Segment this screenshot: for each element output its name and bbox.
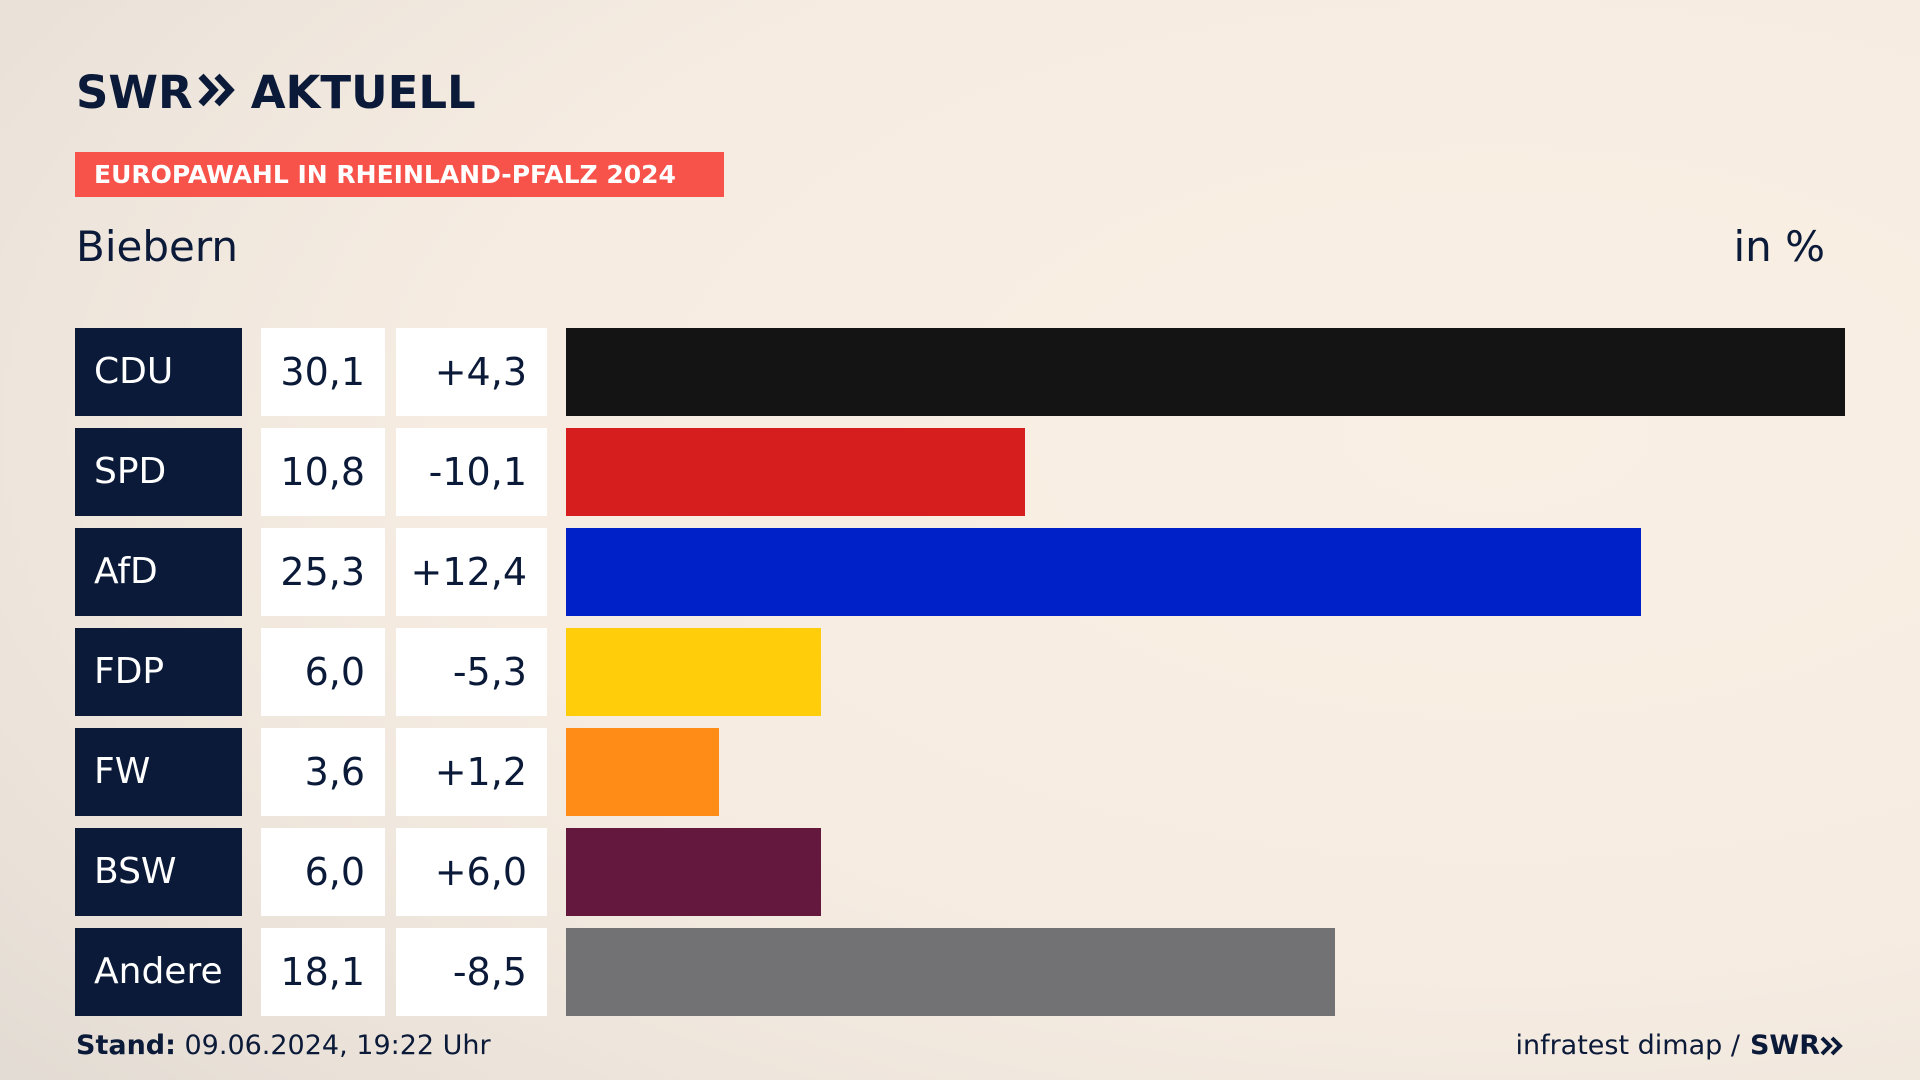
chart-row: AfD 25,3 +12,4 bbox=[75, 528, 1845, 616]
vote-share-label: 6,0 bbox=[261, 628, 385, 716]
chart-row: SPD 10,8 -10,1 bbox=[75, 428, 1845, 516]
change-label: +6,0 bbox=[396, 828, 547, 916]
change-label: -8,5 bbox=[396, 928, 547, 1016]
swr-logo-text: SWR bbox=[76, 66, 193, 119]
vote-share-label: 3,6 bbox=[261, 728, 385, 816]
party-label: FW bbox=[75, 728, 242, 816]
chart-row: FDP 6,0 -5,3 bbox=[75, 628, 1845, 716]
election-banner: EUROPAWAHL IN RHEINLAND-PFALZ 2024 bbox=[75, 152, 724, 197]
chart-subtitle: Biebern bbox=[76, 222, 238, 271]
swr-small-logo: SWR bbox=[1750, 1030, 1844, 1061]
change-label: -10,1 bbox=[396, 428, 547, 516]
unit-label: in % bbox=[1733, 222, 1825, 271]
vote-share-label: 6,0 bbox=[261, 828, 385, 916]
vote-share-label: 10,8 bbox=[261, 428, 385, 516]
swr-small-text: SWR bbox=[1749, 1030, 1820, 1061]
stand-value: 09.06.2024, 19:22 Uhr bbox=[175, 1030, 491, 1061]
vote-share-bar bbox=[566, 328, 1845, 416]
change-label: +4,3 bbox=[396, 328, 547, 416]
vote-share-bar bbox=[566, 528, 1641, 616]
party-label: FDP bbox=[75, 628, 242, 716]
vote-share-bar bbox=[566, 728, 719, 816]
party-label: Andere bbox=[75, 928, 242, 1016]
aktuell-logo-text: AKTUELL bbox=[250, 66, 476, 119]
vote-share-label: 25,3 bbox=[261, 528, 385, 616]
chart-row: FW 3,6 +1,2 bbox=[75, 728, 1845, 816]
source-credit: infratest dimap / SWR bbox=[1515, 1030, 1844, 1061]
party-label: BSW bbox=[75, 828, 242, 916]
vote-share-label: 18,1 bbox=[261, 928, 385, 1016]
change-label: +12,4 bbox=[396, 528, 547, 616]
party-label: CDU bbox=[75, 328, 242, 416]
chart-row: BSW 6,0 +6,0 bbox=[75, 828, 1845, 916]
chart-row: Andere 18,1 -8,5 bbox=[75, 928, 1845, 1016]
chart-row: CDU 30,1 +4,3 bbox=[75, 328, 1845, 416]
vote-share-bar bbox=[566, 628, 821, 716]
vote-share-label: 30,1 bbox=[261, 328, 385, 416]
party-label: SPD bbox=[75, 428, 242, 516]
vote-share-bar bbox=[566, 828, 821, 916]
double-chevron-small-icon bbox=[1820, 1036, 1843, 1055]
double-chevron-icon bbox=[197, 66, 237, 119]
swr-aktuell-logo: SWR AKTUELL bbox=[76, 66, 476, 119]
change-label: +1,2 bbox=[396, 728, 547, 816]
source-text: infratest dimap / bbox=[1515, 1030, 1740, 1061]
change-label: -5,3 bbox=[396, 628, 547, 716]
stand-label: Stand: bbox=[76, 1030, 176, 1061]
party-label: AfD bbox=[75, 528, 242, 616]
vote-share-bar bbox=[566, 428, 1025, 516]
timestamp: Stand: 09.06.2024, 19:22 Uhr bbox=[76, 1030, 491, 1061]
vote-share-bar bbox=[566, 928, 1335, 1016]
